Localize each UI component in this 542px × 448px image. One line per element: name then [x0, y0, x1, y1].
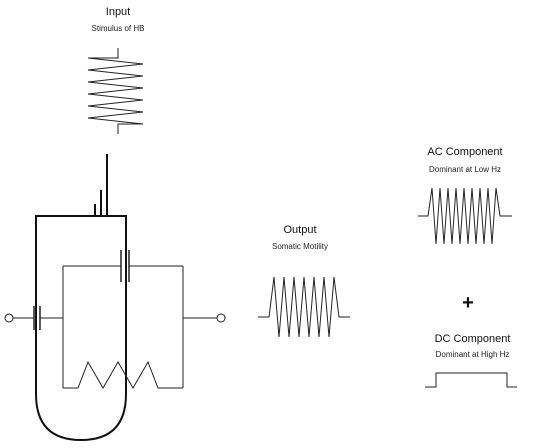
resistor	[63, 360, 183, 390]
input-subtitle: Stimulus of HB	[91, 24, 145, 33]
dc-waveform	[425, 372, 517, 388]
left-terminal	[4, 313, 14, 323]
ac-component-subtitle: Dominant at Low Hz	[428, 165, 502, 174]
input-waveform	[87, 48, 144, 134]
rc-circuit	[4, 250, 226, 390]
ac-waveform	[418, 187, 512, 245]
hair-cell-body	[35, 215, 127, 442]
ac-component-title: AC Component	[427, 146, 503, 158]
input-title: Input	[105, 6, 131, 18]
output-waveform	[258, 276, 350, 338]
output-subtitle: Somatic Motility	[271, 242, 328, 251]
hair-bundle	[94, 154, 108, 216]
dc-component-title: DC Component	[434, 333, 511, 345]
right-terminal	[216, 313, 226, 323]
output-title: Output	[283, 224, 317, 236]
plus-sign: +	[462, 292, 474, 314]
dc-component-subtitle: Dominant at High Hz	[435, 350, 510, 359]
